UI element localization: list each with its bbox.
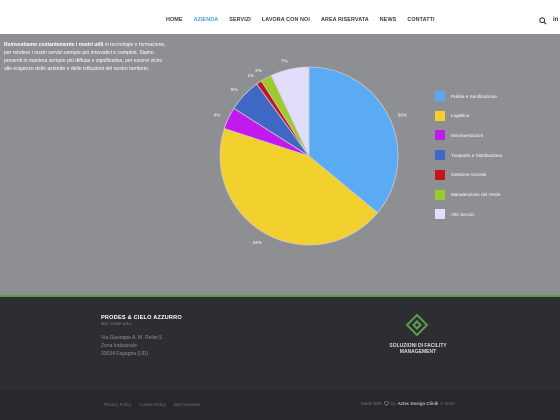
- pie-data-label: 4%: [214, 112, 221, 117]
- main-nav: HOME AZIENDA SERVIZI LAVORA CON NOI AREA…: [166, 17, 435, 23]
- pie-data-label: 6%: [231, 87, 238, 92]
- search-icon[interactable]: [539, 17, 547, 25]
- credits-year: © 2020: [440, 401, 455, 406]
- credits: Made With by Aztec Design Clinik © 2020: [361, 401, 455, 406]
- company-type: SOC. COOP. A R.L.: [101, 322, 133, 326]
- nav-item-servizi[interactable]: SERVIZI: [229, 17, 251, 23]
- legend-item: Altri Servizi: [435, 209, 474, 220]
- logo-tagline: SOLUZIONI DI FACILITY MANAGEMENT: [389, 343, 447, 356]
- legend-label: Logistica: [451, 113, 470, 119]
- services-pie-chart: 36% 44% 4% 6% 1%2% 7%: [214, 58, 407, 246]
- legend-swatch: [435, 209, 445, 220]
- legend-item: Logistica: [435, 110, 470, 121]
- facility-logo-icon: [406, 314, 428, 336]
- legend-swatch: [435, 189, 445, 200]
- address-line: 33034 Fagagna (UD): [101, 351, 148, 357]
- nav-item-home[interactable]: HOME: [166, 17, 183, 23]
- site-footer: PRODES & CIELO AZZURRO SOC. COOP. A R.L.…: [0, 297, 560, 391]
- legend-item: Movimentazioni: [435, 130, 483, 141]
- credits-by: by: [390, 401, 396, 406]
- nav-item-azienda[interactable]: AZIENDA: [193, 17, 219, 23]
- pie-data-label: 7%: [281, 58, 288, 63]
- pie-data-label: 44%: [253, 240, 262, 245]
- nav-item-area-riservata[interactable]: AREA RISERVATA: [320, 17, 369, 23]
- legend-swatch: [435, 91, 445, 101]
- privacy-policy-link[interactable]: Privacy Policy: [104, 402, 132, 407]
- company-section: Reinvestiamo costantemente i nostri util…: [0, 34, 560, 295]
- bottom-bar: Privacy Policy Cookie Policy Dati Societ…: [0, 391, 560, 420]
- legend-item: Trasporto e Distribuzione: [435, 150, 503, 161]
- legend-label: Altri Servizi: [451, 211, 474, 217]
- company-name: PRODES & CIELO AZZURRO: [101, 315, 182, 321]
- pie-slice: [219, 127, 379, 246]
- footer-divider: [0, 295, 560, 297]
- legend-item: Gestione Accessi: [435, 169, 487, 180]
- legend-label: Manutenzione del Verde: [451, 192, 501, 197]
- intro-text: Reinvestiamo costantemente i nostri util…: [4, 41, 166, 73]
- legend-label: Gestione Accessi: [451, 172, 487, 178]
- nav-item-news[interactable]: NEWS: [379, 17, 397, 23]
- credits-link[interactable]: Aztec Design Clinik: [397, 401, 439, 406]
- company-data-link[interactable]: Dati Societari: [173, 402, 201, 407]
- heart-icon: [383, 401, 389, 406]
- pie-data-label: 1%: [247, 73, 254, 78]
- intro-lead: Reinvestiamo costantemente i nostri util…: [4, 42, 104, 48]
- legend-label: Pulizie e Sanificazione: [451, 93, 497, 99]
- cookie-policy-link[interactable]: Cookie Policy: [139, 402, 166, 407]
- legend-swatch: [435, 110, 445, 121]
- legend-label: Movimentazioni: [451, 132, 483, 138]
- site-header: HOME AZIENDA SERVIZI LAVORA CON NOI AREA…: [0, 0, 560, 34]
- legend-swatch: [435, 150, 445, 161]
- nav-item-contatti[interactable]: CONTATTI: [407, 17, 435, 23]
- credits-prefix: Made With: [361, 401, 382, 406]
- pie-data-label: 36%: [398, 112, 407, 117]
- legend-label: Trasporto e Distribuzione: [451, 152, 503, 158]
- legend-swatch: [435, 130, 445, 141]
- address-line: Zona Industriale: [101, 343, 137, 349]
- linkedin-icon[interactable]: in: [553, 17, 559, 23]
- legend-swatch: [435, 169, 445, 180]
- pie-data-label: 2%: [255, 68, 262, 73]
- legal-links: Privacy Policy Cookie Policy Dati Societ…: [104, 402, 200, 407]
- nav-item-lavora-con-noi[interactable]: LAVORA CON NOI: [261, 17, 310, 23]
- pie-slice: [270, 66, 310, 157]
- intro-body: in tecnologie e formazione, per rendere …: [4, 42, 166, 73]
- pie-slice: [308, 66, 399, 214]
- legend-item: Manutenzione del Verde: [435, 189, 501, 200]
- address-line: Via Giuseppe A. M. Rollet 5: [101, 335, 163, 341]
- legend-item: Pulizie e Sanificazione: [435, 91, 497, 101]
